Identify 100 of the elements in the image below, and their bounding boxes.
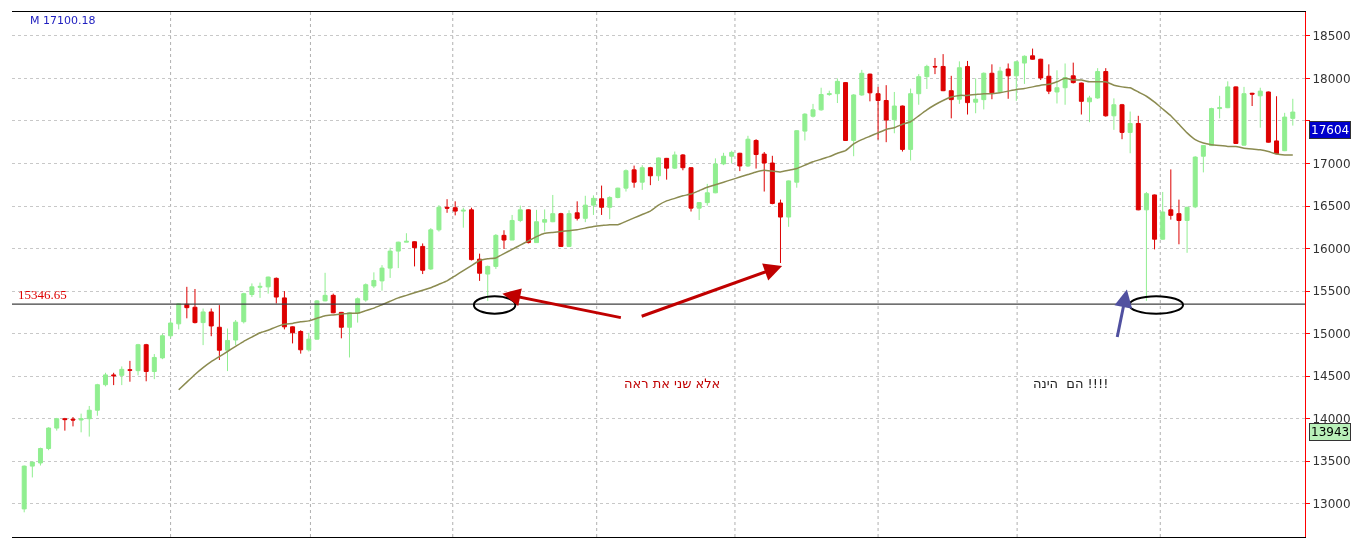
y-tick-label: 15000 [1312, 326, 1351, 341]
candlestick [916, 73, 922, 106]
candlestick [932, 57, 938, 75]
candlestick [826, 90, 832, 97]
candlestick [436, 204, 442, 233]
candlestick [599, 185, 605, 216]
candlestick [664, 157, 670, 181]
candlestick [395, 241, 401, 269]
candlestick [493, 233, 499, 270]
candlestick [103, 372, 109, 387]
candlestick [1184, 206, 1190, 254]
candlestick [37, 447, 43, 467]
y-tick-label: 13500 [1312, 454, 1351, 469]
candlestick [1062, 62, 1068, 106]
candlestick [208, 308, 214, 337]
candlestick [534, 209, 540, 244]
candlestick [802, 112, 808, 141]
y-tick-label: 17000 [1312, 156, 1351, 171]
candlestick [843, 81, 849, 142]
candlestick [509, 214, 515, 241]
y-tick-label: 14000 [1312, 411, 1351, 426]
candlestick [273, 276, 279, 304]
candlestick [54, 417, 60, 432]
candlestick [1038, 58, 1044, 81]
candlestick [346, 311, 352, 358]
y-tick-label: 18500 [1312, 29, 1351, 44]
candlestick [1274, 95, 1280, 155]
candlestick [672, 151, 678, 170]
candlestick [818, 87, 824, 112]
candlestick [1087, 95, 1092, 123]
candlestick [729, 150, 735, 164]
candlestick [412, 240, 418, 267]
candlestick [973, 77, 979, 114]
candlestick [834, 77, 840, 104]
annotation: הם הינה !!!! [1033, 376, 1109, 391]
candlestick [1168, 168, 1174, 221]
candlestick [558, 212, 564, 248]
candlestick [1143, 191, 1149, 302]
candlestick [615, 187, 621, 199]
candlestick [721, 152, 727, 166]
candlestick [761, 151, 767, 193]
candlestick [1095, 67, 1101, 100]
candlestick [477, 253, 483, 282]
annotation: M 17100.18 [30, 14, 96, 27]
candlestick [1005, 62, 1011, 100]
candlestick [1241, 86, 1247, 147]
candlestick [501, 229, 507, 250]
candlestick [745, 135, 751, 168]
candlestick [485, 265, 491, 302]
candlestick [265, 276, 271, 295]
candlestick [1208, 107, 1214, 147]
text: 13943 [1311, 425, 1350, 439]
candlestick [550, 194, 556, 223]
candlestick [867, 73, 873, 102]
candlestick [786, 179, 792, 228]
candlestick [1200, 144, 1206, 173]
candlestick [753, 138, 759, 170]
candlestick [363, 282, 369, 303]
y-tick-label: 15500 [1312, 284, 1351, 299]
candlestick [680, 153, 686, 171]
candlestick [233, 319, 239, 346]
candlestick [371, 271, 377, 289]
y-tick-label: 16500 [1312, 199, 1351, 214]
candlestick [94, 383, 100, 417]
candlestick [452, 200, 458, 216]
candlestick [965, 60, 971, 116]
candlestick [997, 66, 1003, 94]
candlestick [1013, 60, 1019, 102]
candlestick [1103, 67, 1109, 118]
candlestick [656, 157, 661, 182]
y-tick-label: 14500 [1312, 369, 1351, 384]
candlestick [192, 288, 198, 324]
candlestick [1021, 54, 1027, 85]
candlestick [956, 60, 962, 105]
candlestick [241, 292, 247, 324]
candlestick [981, 71, 987, 110]
candlestick [859, 69, 865, 97]
candlestick [29, 461, 35, 478]
candlestick [566, 209, 572, 248]
candlestick [704, 183, 710, 207]
candlestick [924, 64, 930, 90]
candlestick [111, 372, 117, 386]
candlestick [1119, 103, 1125, 140]
candlestick [794, 129, 800, 189]
candlestick [769, 155, 775, 205]
candlestick [387, 247, 393, 279]
candlestick [135, 343, 141, 376]
candlestick [70, 416, 76, 427]
candlestick [1290, 98, 1296, 127]
candlestick [62, 417, 68, 432]
candlestick [176, 302, 182, 330]
candlestick [420, 242, 426, 275]
candlestick [1160, 191, 1166, 241]
candlestick [298, 329, 304, 355]
candlestick [590, 194, 596, 216]
candlestick [127, 360, 133, 383]
candlestick [908, 88, 914, 161]
candlestick [639, 164, 645, 191]
candlestick [607, 195, 613, 220]
candlestick [119, 365, 125, 386]
